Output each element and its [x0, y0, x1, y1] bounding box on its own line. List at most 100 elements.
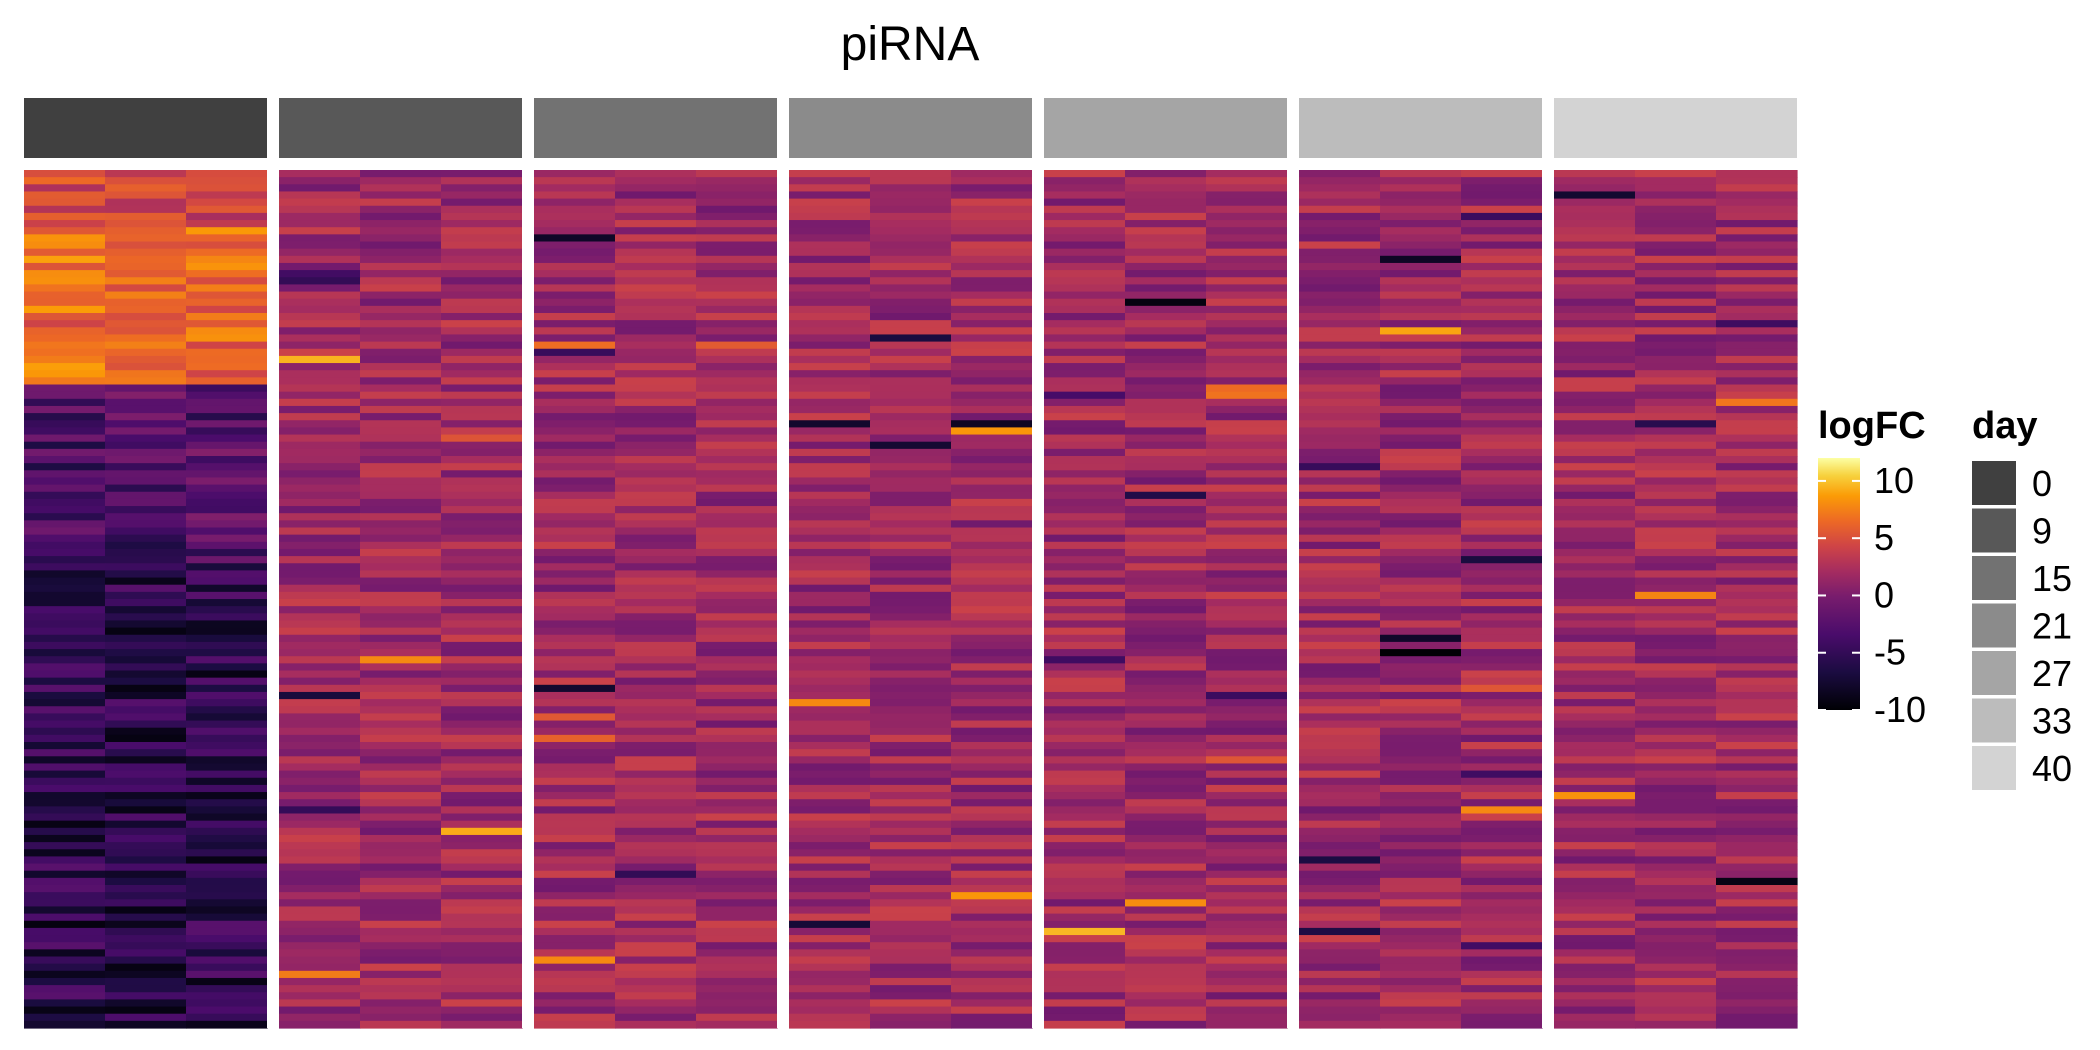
heatmap-cell	[951, 241, 1033, 250]
heatmap-cell	[951, 799, 1033, 807]
heatmap-cell	[1299, 734, 1381, 743]
heatmap-cell	[1380, 849, 1462, 857]
heatmap-cell	[870, 563, 952, 571]
heatmap-cell	[360, 205, 442, 214]
heatmap-cell	[360, 892, 442, 900]
heatmap-cell	[696, 863, 778, 872]
heatmap-cell	[279, 963, 361, 972]
heatmap-cell	[951, 305, 1033, 314]
heatmap-cell	[951, 935, 1033, 943]
heatmap-cell	[615, 713, 697, 722]
heatmap-cell	[360, 920, 442, 929]
heatmap-cell	[789, 220, 871, 228]
heatmap-cell	[24, 613, 106, 622]
heatmap-cell	[1554, 313, 1636, 321]
heatmap-cell	[534, 341, 616, 350]
heatmap-cell	[279, 677, 361, 686]
heatmap-cell	[186, 1006, 268, 1015]
heatmap-cell	[1206, 977, 1288, 986]
heatmap-cell	[105, 606, 187, 614]
heatmap-cell	[534, 834, 616, 843]
heatmap-cell	[870, 470, 952, 479]
heatmap-cell	[870, 527, 952, 536]
heatmap-cell	[696, 577, 778, 586]
heatmap-cell	[870, 799, 952, 807]
heatmap-cell	[696, 977, 778, 986]
panel-gap	[1287, 98, 1299, 1028]
heatmap-cell	[441, 413, 523, 421]
heatmap-cell	[534, 670, 616, 679]
heatmap-cell	[1380, 248, 1462, 257]
heatmap-cell	[951, 563, 1033, 571]
heatmap-cell	[441, 756, 523, 765]
heatmap-cell	[1554, 720, 1636, 729]
heatmap-cell	[24, 441, 106, 450]
heatmap-cell	[1380, 1006, 1462, 1015]
heatmap-cell	[1635, 749, 1717, 757]
heatmap-cell	[1125, 398, 1207, 407]
heatmap-cell	[951, 927, 1033, 936]
heatmap-cell	[615, 627, 697, 636]
heatmap-cell	[1554, 534, 1636, 543]
heatmap-cell	[24, 556, 106, 564]
heatmap-cell	[1554, 749, 1636, 757]
heatmap-cell	[1299, 620, 1381, 629]
heatmap-cell	[279, 377, 361, 386]
heatmap-cell	[615, 820, 697, 829]
heatmap-cell	[789, 599, 871, 607]
heatmap-cell	[951, 849, 1033, 857]
heatmap-cell	[441, 992, 523, 1000]
heatmap-cell	[534, 956, 616, 965]
heatmap-cell	[1716, 606, 1798, 614]
heatmap-cell	[279, 463, 361, 471]
heatmap-cell	[870, 770, 952, 779]
heatmap-cell	[1635, 177, 1717, 185]
heatmap-cell	[1125, 205, 1207, 214]
heatmap-cell	[870, 270, 952, 278]
heatmap-cell	[1554, 413, 1636, 421]
heatmap-cell	[1206, 827, 1288, 836]
heatmap-cell	[1380, 591, 1462, 600]
heatmap-cell	[1206, 427, 1288, 436]
heatmap-cell	[279, 799, 361, 807]
heatmap-cell	[1044, 355, 1126, 364]
heatmap-cell	[870, 305, 952, 314]
heatmap-cell	[360, 834, 442, 843]
heatmap-cell	[696, 813, 778, 822]
heatmap-cell	[1635, 548, 1717, 557]
heatmap-cell	[1716, 999, 1798, 1008]
heatmap-cell	[1554, 670, 1636, 679]
heatmap-cell	[1635, 820, 1717, 829]
heatmap-cell	[279, 298, 361, 307]
heatmap-cell	[1554, 842, 1636, 850]
heatmap-cell	[1461, 355, 1543, 364]
heatmap-cell	[696, 756, 778, 765]
heatmap-cell	[1716, 298, 1798, 307]
heatmap-cell	[1044, 734, 1126, 743]
heatmap-cell	[1716, 291, 1798, 300]
heatmap-cell	[1299, 999, 1381, 1008]
heatmap-cell	[696, 184, 778, 193]
heatmap-cell	[1299, 870, 1381, 879]
heatmap-cell	[696, 341, 778, 350]
heatmap-cell	[696, 248, 778, 257]
heatmap-cell	[186, 942, 268, 950]
heatmap-cell	[1716, 656, 1798, 664]
heatmap-cell	[1044, 927, 1126, 936]
heatmap-cell	[279, 599, 361, 607]
heatmap-cell	[870, 856, 952, 865]
heatmap-cell	[360, 949, 442, 958]
heatmap-cell	[1044, 212, 1126, 221]
heatmap-cell	[1206, 320, 1288, 328]
heatmap-cell	[1635, 834, 1717, 843]
heatmap-cell	[789, 670, 871, 679]
heatmap-cell	[1299, 227, 1381, 235]
heatmap-cell	[441, 377, 523, 386]
heatmap-cell	[441, 663, 523, 672]
heatmap-cell	[186, 313, 268, 321]
heatmap-cell	[186, 663, 268, 672]
heatmap-cell	[441, 584, 523, 593]
heatmap-cell	[1044, 1013, 1126, 1022]
heatmap-cell	[1299, 670, 1381, 679]
